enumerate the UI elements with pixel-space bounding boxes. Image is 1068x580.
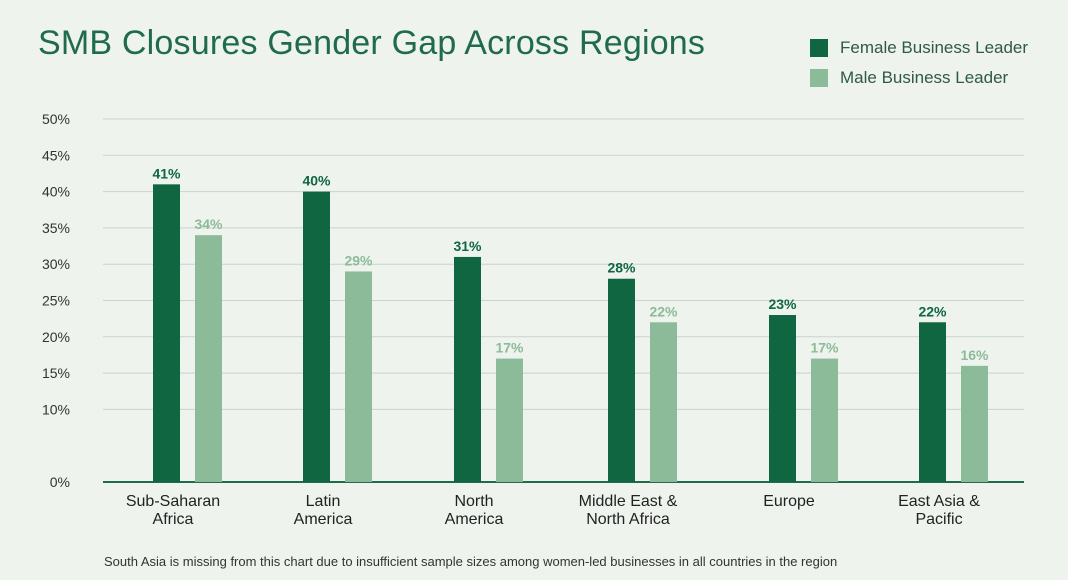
data-label: 17%	[810, 340, 839, 356]
data-label: 23%	[768, 296, 797, 312]
y-tick-label: 35%	[42, 220, 70, 236]
x-tick-label: Sub-Saharan	[126, 493, 220, 510]
legend-swatch-female	[810, 39, 828, 57]
legend-label-female: Female Business Leader	[840, 38, 1029, 57]
bar-female	[153, 184, 180, 482]
legend: Female Business Leader Male Business Lea…	[810, 33, 1028, 93]
footnote: South Asia is missing from this chart du…	[104, 554, 838, 569]
data-label: 16%	[960, 347, 989, 363]
y-tick-label: 25%	[42, 293, 70, 309]
x-tick-label: America	[294, 511, 353, 528]
data-label: 22%	[649, 303, 678, 319]
data-label: 29%	[344, 252, 373, 268]
bar-male	[811, 358, 838, 482]
y-tick-label: 0%	[50, 474, 70, 490]
data-label: 28%	[607, 260, 636, 276]
y-tick-label: 45%	[42, 147, 70, 163]
x-tick-label: North Africa	[586, 511, 670, 528]
data-label: 40%	[302, 173, 331, 189]
y-tick-label: 10%	[42, 401, 70, 417]
x-tick-label: East Asia &	[898, 493, 980, 510]
x-tick-label: Africa	[153, 511, 194, 528]
data-label: 31%	[453, 238, 482, 254]
bar-male	[496, 358, 523, 482]
y-tick-label: 30%	[42, 256, 70, 272]
data-label: 22%	[918, 303, 947, 319]
bar-female	[454, 256, 481, 482]
bar-female	[769, 315, 796, 482]
legend-swatch-male	[810, 69, 828, 87]
legend-label-male: Male Business Leader	[840, 68, 1009, 87]
data-label: 34%	[194, 216, 223, 232]
x-tick-label: America	[445, 511, 504, 528]
x-tick-label: Middle East &	[579, 493, 678, 510]
data-label: 17%	[495, 340, 524, 356]
x-tick-label: Latin	[306, 493, 341, 510]
x-tick-label: Pacific	[915, 511, 962, 528]
bar-female	[608, 278, 635, 482]
x-tick-label: North	[454, 493, 493, 510]
bar-male	[961, 365, 988, 482]
bar-male	[345, 271, 372, 482]
bar-female	[303, 191, 330, 482]
y-tick-label: 50%	[42, 111, 70, 127]
chart-title: SMB Closures Gender Gap Across Regions	[38, 24, 706, 62]
data-label: 41%	[152, 165, 181, 181]
legend-item-male: Male Business Leader	[810, 63, 1028, 93]
y-tick-label: 15%	[42, 365, 70, 381]
bar-male	[195, 235, 222, 482]
bar-female	[919, 322, 946, 482]
bar-male	[650, 322, 677, 482]
x-tick-label: Europe	[763, 493, 815, 510]
y-tick-label: 40%	[42, 184, 70, 200]
y-tick-label: 20%	[42, 329, 70, 345]
legend-item-female: Female Business Leader	[810, 33, 1028, 63]
